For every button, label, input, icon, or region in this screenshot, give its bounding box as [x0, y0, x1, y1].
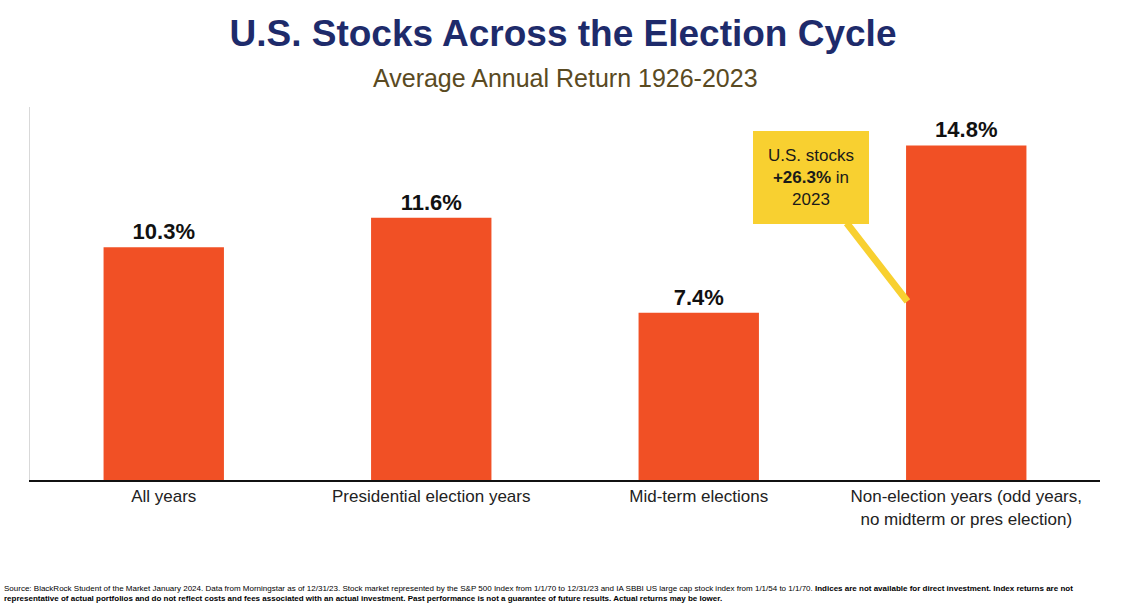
svg-text:Mid-term elections: Mid-term elections	[629, 487, 768, 506]
svg-text:14.8%: 14.8%	[935, 117, 997, 142]
svg-text:U.S. stocks+26.3% in2023: U.S. stocks+26.3% in2023	[768, 146, 854, 209]
svg-text:U.S. Stocks Across the Electio: U.S. Stocks Across the Election Cycle	[230, 13, 897, 54]
svg-text:All years: All years	[131, 487, 196, 506]
svg-text:10.3%: 10.3%	[133, 219, 195, 244]
svg-text:Non-election years (odd years,: Non-election years (odd years,no midterm…	[850, 487, 1082, 528]
svg-text:Average Annual Return 1926-202: Average Annual Return 1926-2023	[373, 64, 758, 92]
svg-text:Presidential election years: Presidential election years	[332, 487, 530, 506]
svg-text:11.6%: 11.6%	[401, 190, 462, 215]
html-text:Source: BlackRock Student of t: Source: BlackRock Student of the Market …	[4, 584, 1073, 603]
svg-text:7.4%: 7.4%	[674, 285, 724, 310]
